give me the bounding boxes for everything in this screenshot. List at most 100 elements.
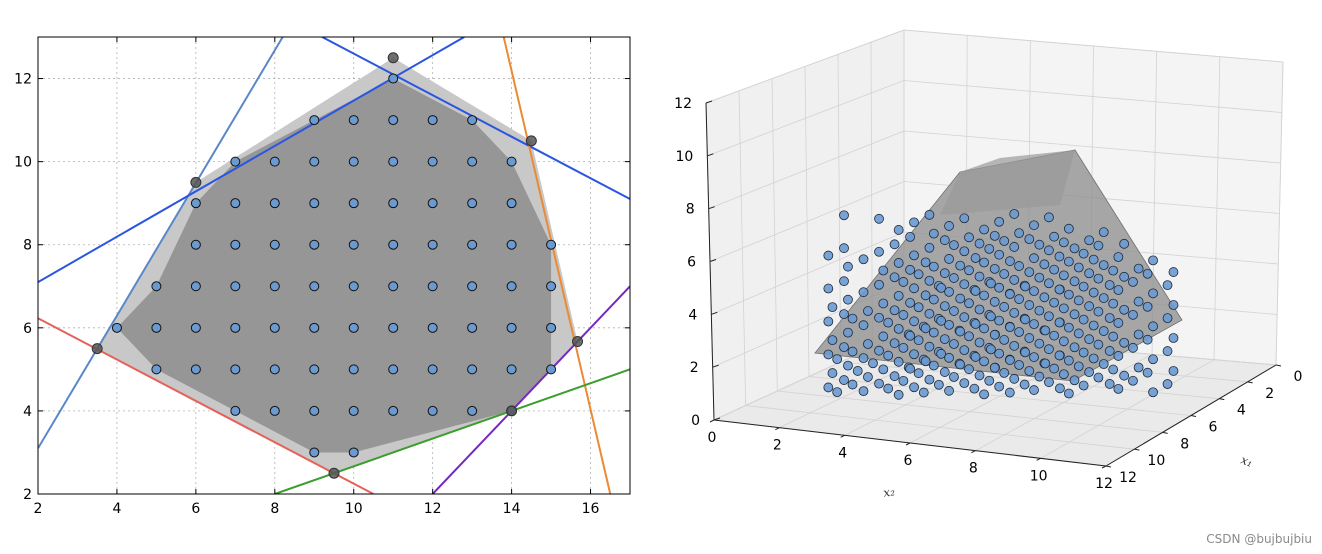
integer-point-3d [924, 374, 935, 385]
integer-point-3d [964, 265, 974, 276]
integer-point-3d [1044, 377, 1054, 388]
integer-point [309, 281, 320, 292]
integer-point [388, 322, 399, 333]
integer-point-3d [909, 250, 919, 261]
integer-point-3d [874, 213, 884, 224]
integer-point-3d [1098, 293, 1109, 303]
integer-point [269, 156, 280, 167]
integer-point-3d [839, 276, 849, 287]
integer-point-3d [847, 313, 858, 324]
integer-point-3d [847, 379, 858, 390]
integer-point-3d [1009, 209, 1020, 219]
watermark: CSDN @bujbujbiu [1206, 532, 1312, 546]
z-tick-label: 2 [690, 360, 699, 376]
integer-point-3d [1119, 370, 1130, 381]
integer-point-3d [1119, 337, 1130, 348]
z-tick [709, 259, 717, 262]
integer-point-3d [823, 349, 834, 360]
z-tick-label: 10 [676, 149, 694, 165]
integer-point-3d [944, 352, 954, 363]
integer-point-3d [1119, 271, 1130, 282]
x2-tick-label: 8 [969, 461, 978, 477]
x-tick-label: 6 [191, 501, 200, 517]
integer-point-3d [868, 358, 878, 369]
integer-point-3d [913, 302, 924, 313]
x1-tick [1105, 465, 1112, 468]
integer-point-3d [959, 312, 970, 323]
integer-point-3d [1024, 333, 1035, 343]
integer-point-3d [924, 242, 935, 253]
integer-point [467, 115, 478, 126]
integer-point-3d [986, 344, 996, 355]
grid-line-3d [903, 29, 1284, 63]
integer-point-3d [939, 301, 950, 312]
integer-point-3d [1054, 251, 1065, 262]
constraint-line [502, 37, 612, 494]
integer-point-3d [889, 338, 900, 349]
z-tick-label: 8 [686, 202, 695, 218]
integer-point [506, 364, 517, 375]
integer-point-3d [1133, 329, 1144, 340]
integer-point-3d [989, 263, 1000, 274]
integer-point-3d [986, 311, 996, 322]
integer-point-3d [924, 341, 935, 352]
integer-point-3d [1069, 309, 1080, 320]
x1-tick [1134, 448, 1140, 451]
integer-point-3d [1049, 363, 1060, 374]
integer-point-3d [823, 283, 834, 294]
x1-tick-label: 12 [1119, 470, 1137, 486]
integer-point-3d [1073, 295, 1084, 306]
integer-point-3d [1044, 344, 1054, 355]
integer-point-3d [1029, 286, 1039, 297]
integer-point [427, 364, 438, 375]
integer-point-3d [970, 286, 981, 296]
integer-point-3d [924, 209, 935, 220]
x2-axis-label: x₂ [882, 484, 896, 500]
integer-point [269, 281, 280, 292]
integer-point-3d [989, 230, 1000, 241]
integer-point-3d [1024, 300, 1035, 310]
integer-point-3d [1148, 387, 1158, 398]
integer-point-3d [949, 273, 959, 283]
integer-point-3d [994, 348, 1005, 359]
y-tick-label: 8 [23, 238, 32, 254]
integer-point-3d [999, 335, 1010, 345]
ticks: 2 4 6 8 10 12 14 16 2 4 6 8 10 12 [14, 37, 630, 517]
integer-point-3d [933, 379, 944, 390]
integer-point-3d [898, 375, 909, 386]
x1-tick [1219, 398, 1225, 401]
integer-point-3d [1162, 313, 1173, 324]
integer-point-3d [1054, 350, 1065, 361]
integer-point-3d [905, 231, 915, 242]
integer-point-3d [823, 316, 834, 327]
integer-point-3d [1142, 367, 1153, 378]
integer-point-3d [989, 329, 1000, 340]
integer-point-3d [1088, 320, 1099, 331]
integer-point-3d [979, 356, 989, 367]
integer-point-3d [909, 349, 919, 360]
integer-point [388, 239, 399, 250]
integer-point-3d [1009, 373, 1020, 384]
integer-point [348, 198, 359, 209]
integer-point-3d [944, 319, 954, 330]
integer-point-3d [898, 310, 909, 320]
integer-point-3d [936, 315, 947, 326]
integer-point-3d [1004, 387, 1015, 398]
integer-point-3d [1005, 355, 1015, 365]
integer-point-3d [1084, 235, 1095, 246]
integer-point-3d [979, 257, 989, 268]
integer-point-3d [1058, 237, 1069, 248]
integer-point-3d [920, 356, 931, 367]
integer-point-3d [1058, 369, 1069, 380]
vertex-point [506, 405, 518, 417]
integer-point-3d [893, 389, 904, 400]
vertex-point [190, 176, 202, 188]
integer-point-3d [874, 279, 884, 290]
integer-point-3d [1133, 296, 1144, 307]
integer-point-3d [949, 240, 959, 251]
integer-point-3d [955, 359, 966, 370]
integer-point-3d [1049, 330, 1060, 341]
integer-point-3d [928, 261, 939, 272]
axes-frame [37, 36, 631, 495]
